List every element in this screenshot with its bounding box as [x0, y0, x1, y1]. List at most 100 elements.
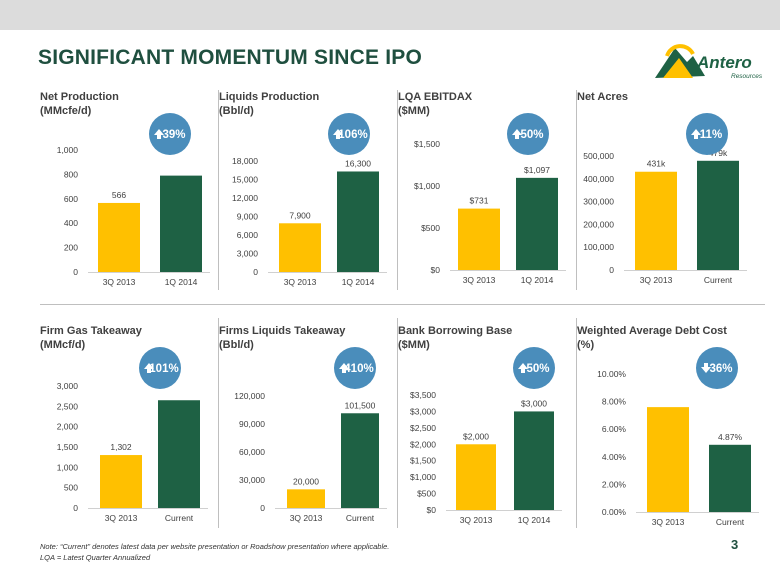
bar-current [514, 411, 554, 510]
y-tick-label: 3,000 [57, 381, 79, 391]
bar-prior [100, 455, 142, 508]
y-tick-label: 0 [260, 503, 265, 513]
growth-badge-label: 101% [149, 363, 178, 375]
logo-wordmark: Antero [696, 53, 752, 72]
arrow-down-icon [701, 363, 711, 373]
y-tick-label: 2.00% [602, 479, 627, 489]
y-tick-label: 1,500 [57, 442, 79, 452]
chart-title: Bank Borrowing Base [398, 325, 512, 337]
page-title: SIGNIFICANT MOMENTUM SINCE IPO [38, 46, 422, 69]
chart-net-production: Net Production (MMcfe/d) 0 200 400 600 800 1,00… [40, 91, 210, 287]
footnote-lqa: LQA = Latest Quarter Annualized [40, 553, 151, 562]
chart-subtitle: (%) [577, 339, 594, 351]
y-tick-label: $2,500 [410, 423, 436, 433]
y-tick-label: 300,000 [583, 197, 614, 207]
growth-badge-label: 39% [162, 129, 185, 141]
chart-firm-gas-takeaway: Firm Gas Takeaway (MMcf/d) 0 500 1,000 1,500 2… [40, 325, 208, 523]
growth-badge [686, 113, 728, 155]
chart-lqa-ebitdax: LQA EBITDAX ($MM) $0 $500 $1,000 $1,500 $731 3Q… [398, 91, 566, 285]
y-tick-label: 200 [64, 243, 78, 253]
chart-title: Weighted Average Debt Cost [577, 325, 727, 337]
top-band [0, 0, 780, 30]
bar-data-label: 479k [709, 148, 728, 158]
x-tick-label: 3Q 2013 [290, 513, 323, 523]
bar-current [709, 444, 751, 512]
bar-current [516, 177, 558, 270]
y-tick-label: 9,000 [237, 212, 259, 222]
y-tick-label: 8.00% [602, 397, 627, 407]
x-tick-label: 3Q 2013 [640, 275, 673, 285]
bar-prior [647, 407, 689, 512]
y-tick-label: 500,000 [583, 151, 614, 161]
arrow-up-icon [512, 129, 522, 139]
growth-badge [696, 347, 738, 389]
bar-current [341, 413, 379, 508]
y-tick-label: 3,000 [237, 249, 259, 259]
y-tick-label: 6.00% [602, 424, 627, 434]
x-tick-label: 3Q 2013 [463, 275, 496, 285]
divider-top-3 [576, 90, 577, 290]
divider-bottom-2 [397, 318, 398, 528]
logo-mountain-yellow [663, 58, 693, 78]
bar-prior [456, 444, 496, 510]
bar-prior [279, 223, 321, 272]
antero-logo: Antero Resources [655, 44, 763, 80]
chart-title: Firms Liquids Takeaway [219, 325, 346, 337]
y-tick-label: 18,000 [232, 156, 258, 166]
y-tick-label: $1,000 [414, 181, 440, 191]
footnote: Note: “Current” denotes latest data per … [40, 541, 389, 563]
bar-prior [287, 489, 325, 508]
growth-badge [328, 113, 370, 155]
y-tick-label: 15,000 [232, 175, 258, 185]
x-tick-label: 3Q 2013 [460, 515, 493, 525]
y-tick-label: 800 [64, 169, 78, 179]
arrow-up-icon [339, 363, 349, 373]
x-tick-label: Current [346, 513, 375, 523]
arrow-up-icon [333, 129, 343, 139]
chart-title: Liquids Production [219, 91, 319, 103]
y-tick-label: 0 [253, 267, 258, 277]
bar-data-label: $3,000 [521, 398, 547, 408]
x-tick-label: 1Q 2014 [521, 275, 554, 285]
growth-badge-label: 50% [526, 363, 549, 375]
chart-title: Net Acres [577, 91, 628, 103]
bar-data-label: 1,302 [110, 442, 132, 452]
chart-bank-borrowing-base: Bank Borrowing Base ($MM) $0 $500 $1,000 $1,5… [398, 325, 562, 525]
bar-current [160, 175, 202, 272]
y-tick-label: 200,000 [583, 219, 614, 229]
y-tick-label: 0.00% [602, 507, 627, 517]
y-tick-label: 90,000 [239, 419, 265, 429]
divider-middle [40, 304, 765, 305]
logo-subtext: Resources [731, 73, 763, 80]
y-tick-label: 0 [609, 265, 614, 275]
chart-subtitle: (MMcfe/d) [40, 105, 92, 117]
y-tick-label: 4.00% [602, 452, 627, 462]
y-tick-label: $1,000 [410, 472, 436, 482]
y-tick-label: 120,000 [234, 391, 265, 401]
y-tick-label: 1,000 [57, 145, 79, 155]
chart-title: Firm Gas Takeaway [40, 325, 143, 337]
arrow-up-icon [144, 363, 154, 373]
divider-bottom-1 [218, 318, 219, 528]
chart-subtitle: ($MM) [398, 339, 430, 351]
bar-data-label: 7,900 [289, 210, 311, 220]
growth-badge-label: 410% [344, 363, 373, 375]
bar-data-label: 101,500 [345, 400, 376, 410]
growth-badge [334, 347, 376, 389]
bar-data-label: 16,300 [345, 158, 371, 168]
y-tick-label: 100,000 [583, 242, 614, 252]
bar-current [337, 171, 379, 272]
y-tick-label: $0 [431, 265, 441, 275]
y-tick-label: 30,000 [239, 475, 265, 485]
y-tick-label: $3,500 [410, 390, 436, 400]
page-number: 3 [731, 537, 739, 552]
bar-data-label: $1,097 [524, 165, 550, 175]
y-tick-label: $1,500 [414, 139, 440, 149]
x-tick-label: 3Q 2013 [103, 277, 136, 287]
y-tick-label: 400 [64, 218, 78, 228]
divider-top-2 [397, 90, 398, 290]
growth-badge-label: 106% [338, 129, 367, 141]
x-tick-label: Current [165, 513, 194, 523]
y-tick-label: 1,000 [57, 462, 79, 472]
bar-data-label: 566 [112, 190, 126, 200]
